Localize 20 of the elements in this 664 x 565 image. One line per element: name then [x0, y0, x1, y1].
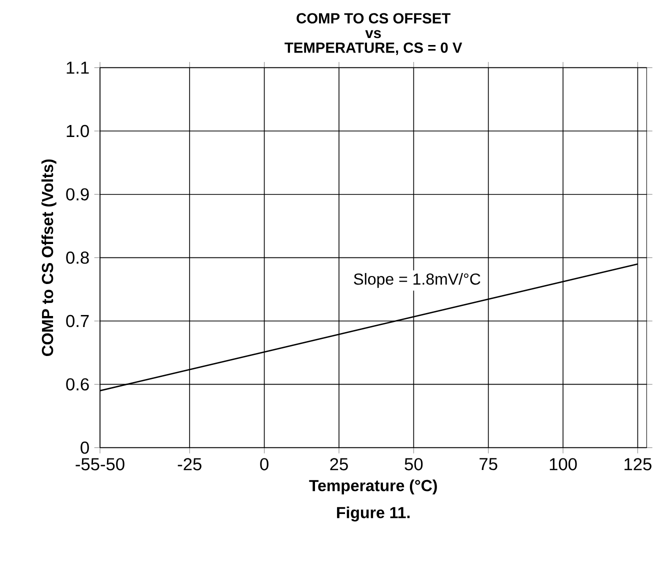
x-tick-label: -55-50 — [76, 458, 124, 470]
y-tick-label: 1.1 — [66, 62, 89, 74]
x-tick-label: 100 — [550, 458, 577, 470]
annotation: Slope = 1.8mV/°C — [354, 273, 480, 288]
x-tick-label: 50 — [404, 458, 423, 470]
x-tick-label: -25 — [178, 458, 202, 470]
x-tick-label: 75 — [480, 458, 498, 470]
y-tick-label: 0.6 — [66, 378, 89, 390]
x-tick-label: 125 — [624, 458, 652, 470]
y-tick-label: 0 — [80, 442, 89, 454]
y-tick-label: 0.9 — [66, 188, 89, 200]
y-tick-label: 0.8 — [66, 252, 89, 264]
caption: Figure 11. — [337, 506, 410, 522]
x-tick-label: 0 — [260, 458, 268, 470]
chart-title: COMP TO CS OFFSET vs TEMPERATURE, CS = 0 V — [284, 13, 462, 55]
y-tick-label: 1.0 — [66, 124, 89, 138]
x-tick-label: 25 — [330, 458, 348, 470]
x-axis-title: Temperature (°C) — [309, 480, 437, 494]
y-axis-title: COMP to CS Offset (Volts) — [41, 159, 56, 356]
y-tick-label: 0.7 — [66, 314, 89, 328]
